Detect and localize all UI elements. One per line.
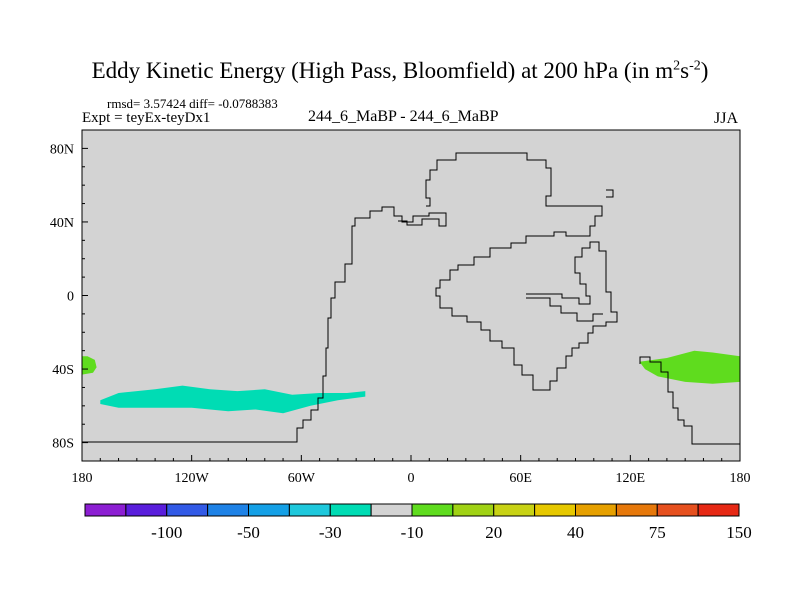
colorbar-swatch: [534, 503, 577, 517]
americas-coastline: [82, 206, 447, 443]
colorbar-label: -10: [401, 523, 424, 542]
colorbar-swatch: [656, 503, 699, 517]
x-tick-label: 0: [408, 471, 415, 486]
coastlines: [82, 152, 740, 445]
colorbar-label: 150: [726, 523, 752, 542]
plot-background: [82, 130, 740, 461]
colorbar-label: 40: [567, 523, 584, 542]
colorbar-label: 75: [649, 523, 666, 542]
colorbar-label: -30: [319, 523, 342, 542]
chart-title: Eddy Kinetic Energy (High Pass, Bloomfie…: [91, 58, 709, 83]
colorbar-label: -100: [151, 523, 182, 542]
eurasia-africa-coastline: [425, 152, 618, 391]
case-label: 244_6_MaBP - 244_6_MaBP: [308, 108, 499, 125]
colorbar-swatch: [697, 503, 740, 517]
axes: 180 120W 60W 0 60E 120E 180 80N 40N 0 40S 80S: [50, 142, 751, 486]
colorbar-swatch: [288, 503, 331, 517]
south-pacific-negative-region: [100, 385, 366, 414]
colorbar-swatch: [575, 503, 617, 517]
colorbar: -100 -50 -30 -10 20 40 75 150: [84, 503, 752, 542]
rmsd-diff-stats: rmsd= 3.57424 diff= -0.0788383: [107, 96, 278, 111]
experiment-label: Expt = teyEx-teyDx1: [82, 110, 211, 126]
colorbar-label: 20: [485, 523, 502, 542]
colorbar-swatch: [411, 503, 454, 517]
x-tick-label: 120E: [616, 471, 646, 486]
x-tick-label: 180: [730, 471, 751, 486]
x-tick-label: 60W: [288, 471, 316, 486]
colorbar-swatch: [84, 503, 127, 517]
colorbar-swatch: [615, 503, 658, 517]
y-tick-label: 0: [67, 290, 74, 305]
colorbar-swatch: [452, 503, 495, 517]
colorbar-swatch: [166, 503, 209, 517]
x-tick-label: 60E: [509, 471, 532, 486]
south-west-pacific-positive-region: [639, 350, 740, 384]
contour-regions: [82, 350, 740, 414]
y-tick-label: 80N: [50, 142, 74, 157]
colorbar-label: -50: [237, 523, 260, 542]
island-coastline: [606, 189, 614, 198]
colorbar-swatch: [493, 503, 536, 517]
arabia-coastline: [526, 297, 603, 322]
x-tick-label: 180: [72, 471, 93, 486]
colorbar-swatch: [125, 503, 168, 517]
west-dateline-positive-region: [82, 356, 97, 375]
x-tick-label: 120W: [175, 471, 210, 486]
colorbar-swatch: [207, 503, 250, 517]
season-label: JJA: [714, 110, 739, 127]
colorbar-swatch: [370, 503, 413, 517]
y-tick-label: 80S: [52, 437, 74, 452]
australia-antarctica-coastline: [639, 356, 740, 445]
colorbar-swatch: [329, 503, 372, 517]
y-tick-label: 40N: [50, 216, 74, 231]
colorbar-swatch: [248, 503, 290, 517]
y-tick-label: 40S: [52, 363, 74, 378]
